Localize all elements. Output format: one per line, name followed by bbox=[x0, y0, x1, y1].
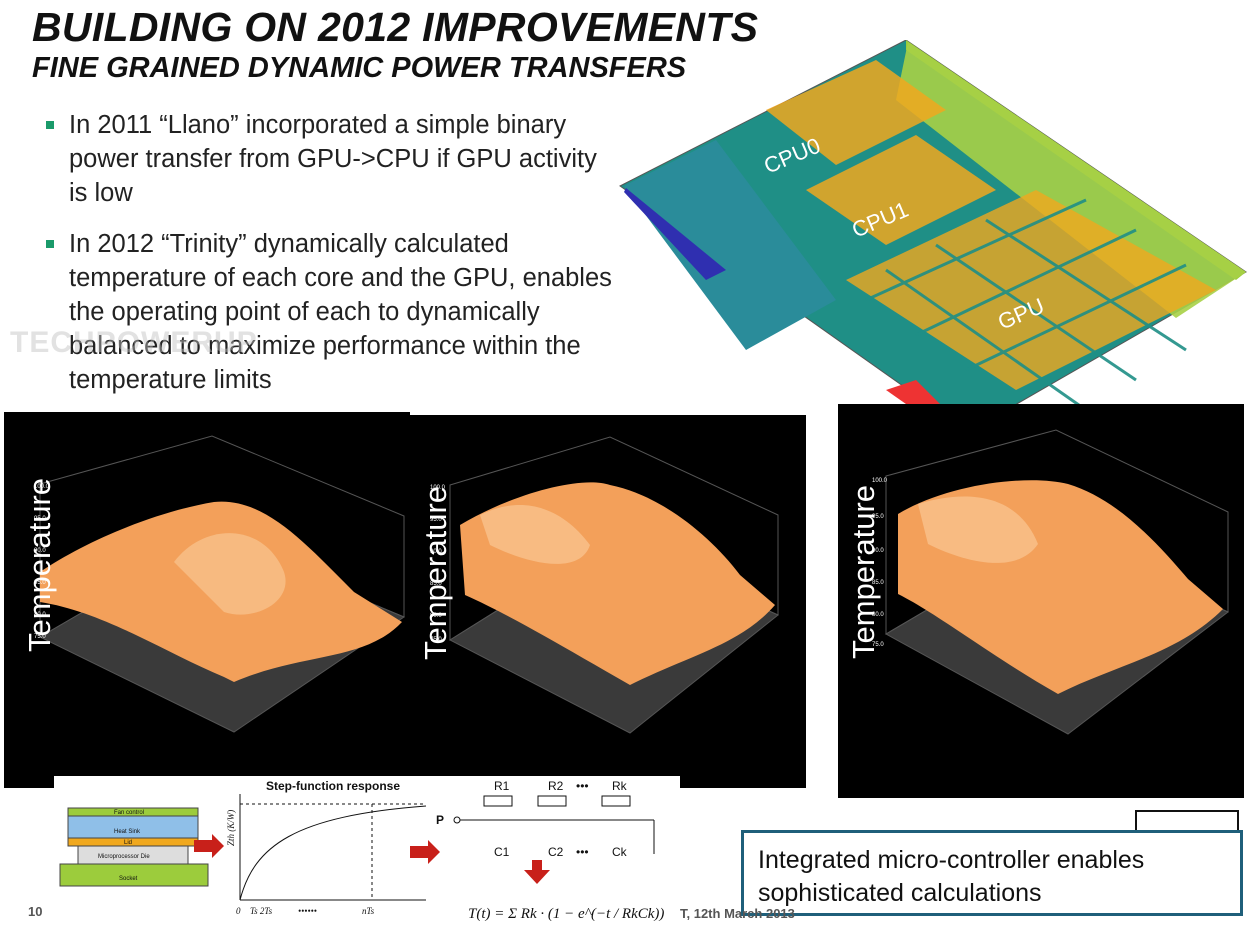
resistor-label: R1 bbox=[494, 779, 510, 793]
resistor-label: R2 bbox=[548, 779, 564, 793]
thermal-model-diagram: Fan control Heat Sink Lid Microprocessor… bbox=[59, 779, 664, 922]
axis-label: Temperature bbox=[418, 485, 453, 660]
tick-label: 90.0 bbox=[34, 548, 46, 554]
tick-label: 75.0 bbox=[430, 637, 442, 643]
tick-label: 85.0 bbox=[872, 580, 884, 586]
page-number: 10 bbox=[28, 904, 43, 919]
zth-label: Zth (K/W) bbox=[226, 810, 236, 846]
resistor-label: ••• bbox=[576, 779, 589, 793]
slide-title: BUILDING ON 2012 IMPROVEMENTS bbox=[32, 4, 759, 50]
input-label: P bbox=[436, 813, 444, 827]
tick-label: 90.0 bbox=[872, 548, 884, 554]
x-tick: nTs bbox=[362, 906, 375, 916]
tick-label: 80.0 bbox=[430, 613, 442, 619]
temperature-surface-3: 100.0 95.0 90.0 85.0 80.0 75.0 bbox=[872, 429, 1229, 735]
temperature-surface-1: 100.0 95.0 90.0 85.0 80.0 75.0 bbox=[34, 435, 406, 733]
tick-label: 100.0 bbox=[430, 485, 446, 491]
tick-label: 75.0 bbox=[34, 634, 46, 640]
temperature-plot-1: 100.0 95.0 90.0 85.0 80.0 75.0 Temperatu… bbox=[4, 412, 410, 788]
x-tick: Ts 2Ts bbox=[250, 906, 273, 916]
bullet-list: In 2011 “Llano” incorporated a simple bi… bbox=[42, 108, 622, 414]
tick-label: 75.0 bbox=[872, 642, 884, 648]
capacitor-label: ••• bbox=[576, 845, 589, 859]
tick-label: 100.0 bbox=[872, 478, 888, 484]
arrow-right-icon bbox=[194, 834, 224, 858]
x-tick: •••••• bbox=[298, 906, 317, 916]
temperature-plot-3: 100.0 95.0 90.0 85.0 80.0 75.0 Temperatu… bbox=[838, 404, 1244, 798]
bullet-item: In 2012 “Trinity” dynamically calculated… bbox=[42, 227, 622, 397]
tick-label: 95.0 bbox=[872, 514, 884, 520]
watermark: TECHPOWERUP bbox=[10, 326, 258, 359]
tick-label: 80.0 bbox=[34, 612, 46, 618]
die-shot-image: CPU0 CPU1 GPU bbox=[619, 39, 1247, 433]
tick-label: 95.0 bbox=[430, 517, 442, 523]
thermal-model: Fan control Heat Sink Lid Microprocessor… bbox=[54, 776, 680, 922]
tick-label: 100.0 bbox=[34, 484, 50, 490]
capacitor-label: C2 bbox=[548, 845, 564, 859]
arrow-right-icon bbox=[410, 840, 440, 864]
stack-layer-label: Microprocessor Die bbox=[98, 854, 150, 860]
formula: T(t) = Σ Rk · (1 − e^(−t / RkCk)) bbox=[468, 906, 664, 921]
stack-layer-label: Lid bbox=[124, 840, 132, 846]
footer-text: T, 12th March 2013 bbox=[680, 906, 795, 921]
tick-label: 85.0 bbox=[34, 580, 46, 586]
slide-subtitle: FINE GRAINED DYNAMIC POWER TRANSFERS bbox=[32, 52, 687, 84]
bullet-item: In 2011 “Llano” incorporated a simple bi… bbox=[42, 108, 622, 210]
temperature-plot-2: 100.0 95.0 90.0 85.0 80.0 75.0 Temperatu… bbox=[410, 415, 806, 788]
tick-label: 85.0 bbox=[430, 581, 442, 587]
arrow-down-icon bbox=[524, 860, 550, 884]
stack-layer-label: Socket bbox=[119, 876, 138, 882]
axis-label: Temperature bbox=[22, 477, 57, 652]
capacitor-label: Ck bbox=[612, 845, 628, 859]
stack-layer-label: Heat Sink bbox=[114, 829, 141, 835]
resistor-label: Rk bbox=[612, 779, 628, 793]
x-tick: 0 bbox=[236, 906, 241, 916]
temperature-surface-2: 100.0 95.0 90.0 85.0 80.0 75.0 bbox=[430, 436, 779, 734]
step-response-title: Step-function response bbox=[266, 779, 400, 793]
tick-label: 80.0 bbox=[872, 612, 884, 618]
callout-box: Integrated micro-controller enables soph… bbox=[741, 830, 1243, 916]
tick-label: 95.0 bbox=[34, 516, 46, 522]
axis-label: Temperature bbox=[846, 484, 881, 659]
capacitor-label: C1 bbox=[494, 845, 510, 859]
tick-label: 90.0 bbox=[430, 549, 442, 555]
stack-layer-label: Fan control bbox=[114, 810, 144, 816]
die-shot: CPU0 CPU1 GPU bbox=[616, 39, 1250, 433]
